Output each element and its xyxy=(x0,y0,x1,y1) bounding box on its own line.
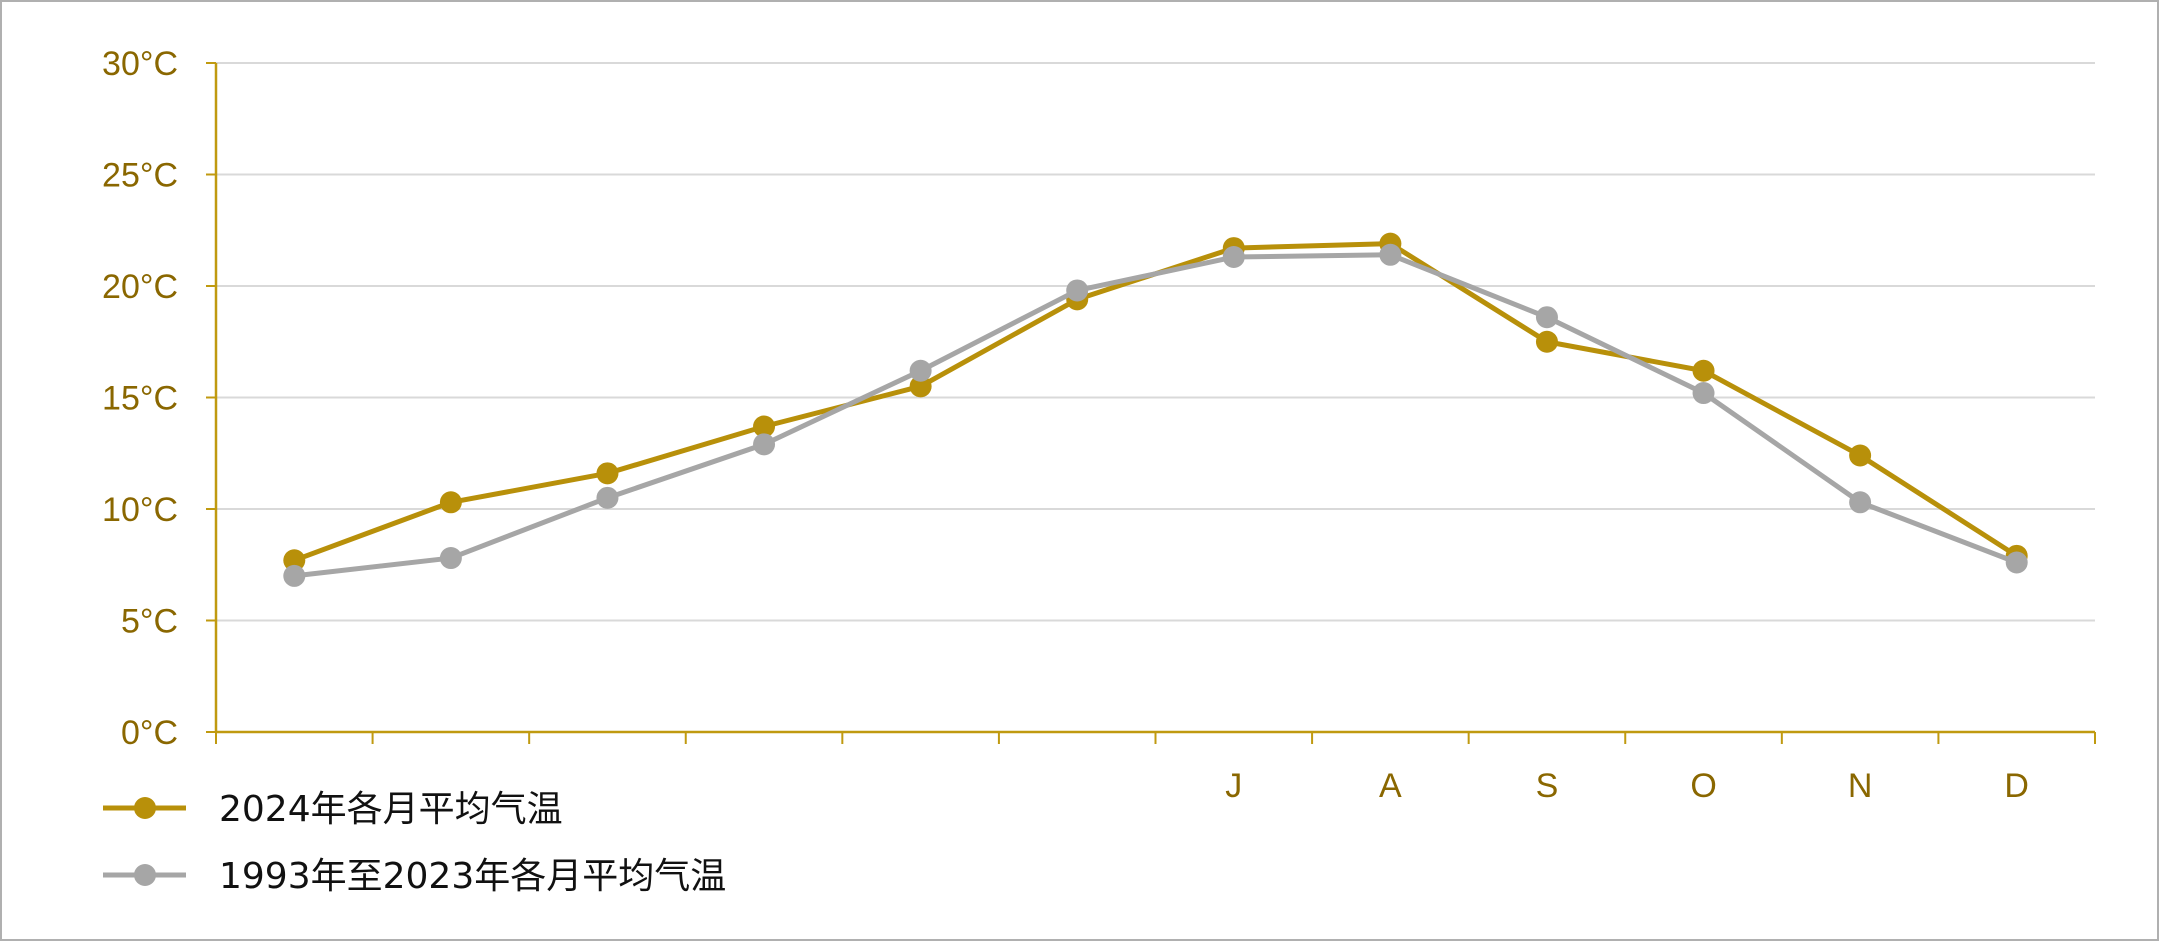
series-2 xyxy=(283,243,2028,587)
legend-label: 1993年至2023年各月平均气温 xyxy=(219,856,726,897)
x-tick-label: D xyxy=(2004,767,2029,805)
x-tick-label: J xyxy=(1225,767,1242,805)
x-tick-label: A xyxy=(1379,767,1402,805)
data-point xyxy=(283,549,306,572)
data-point xyxy=(753,433,776,456)
data-point xyxy=(909,375,932,398)
y-tick-label: 25°C xyxy=(102,157,178,195)
series xyxy=(283,232,2028,587)
data-point xyxy=(1535,330,1558,353)
x-tick-label: N xyxy=(1848,767,1873,805)
legend-swatch-marker xyxy=(134,797,156,819)
legend-entry-2: 1993年至2023年各月平均气温 xyxy=(103,856,726,897)
y-tick-label: 5°C xyxy=(121,603,178,641)
data-point xyxy=(1066,279,1089,302)
data-point xyxy=(2005,551,2028,574)
y-tick-label: 15°C xyxy=(102,380,178,418)
series-line xyxy=(293,241,2019,563)
data-point xyxy=(753,415,776,438)
y-tick-label: 0°C xyxy=(121,714,178,752)
y-tick-label: 10°C xyxy=(102,491,178,529)
data-point xyxy=(596,462,619,485)
series-line xyxy=(294,252,2018,579)
legend-swatch-marker xyxy=(134,864,156,886)
data-point xyxy=(1379,243,1402,266)
y-axis-tick-labels: 0°C 5°C 10°C 15°C 20°C 25°C 30°C xyxy=(102,45,178,752)
legend-entry-1: 2024年各月平均气温 xyxy=(103,789,563,830)
legend: 2024年各月平均气温 1993年至2023年各月平均气温 xyxy=(103,789,726,897)
legend-label: 2024年各月平均气温 xyxy=(219,789,563,830)
axes xyxy=(206,62,2096,744)
data-point xyxy=(1849,444,1872,467)
x-tick-label: O xyxy=(1690,767,1716,805)
data-point xyxy=(1692,382,1715,405)
gridlines xyxy=(216,62,2095,622)
y-tick-label: 20°C xyxy=(102,268,178,306)
data-point xyxy=(596,486,619,509)
x-tick-label: S xyxy=(1536,767,1559,805)
data-point xyxy=(1535,306,1558,329)
data-point xyxy=(283,564,306,587)
data-point xyxy=(1849,491,1872,514)
y-tick-label: 30°C xyxy=(102,45,178,83)
data-point xyxy=(909,359,932,382)
data-point xyxy=(1692,359,1715,382)
data-point xyxy=(1222,246,1245,269)
data-point xyxy=(439,491,462,514)
data-point xyxy=(439,547,462,570)
